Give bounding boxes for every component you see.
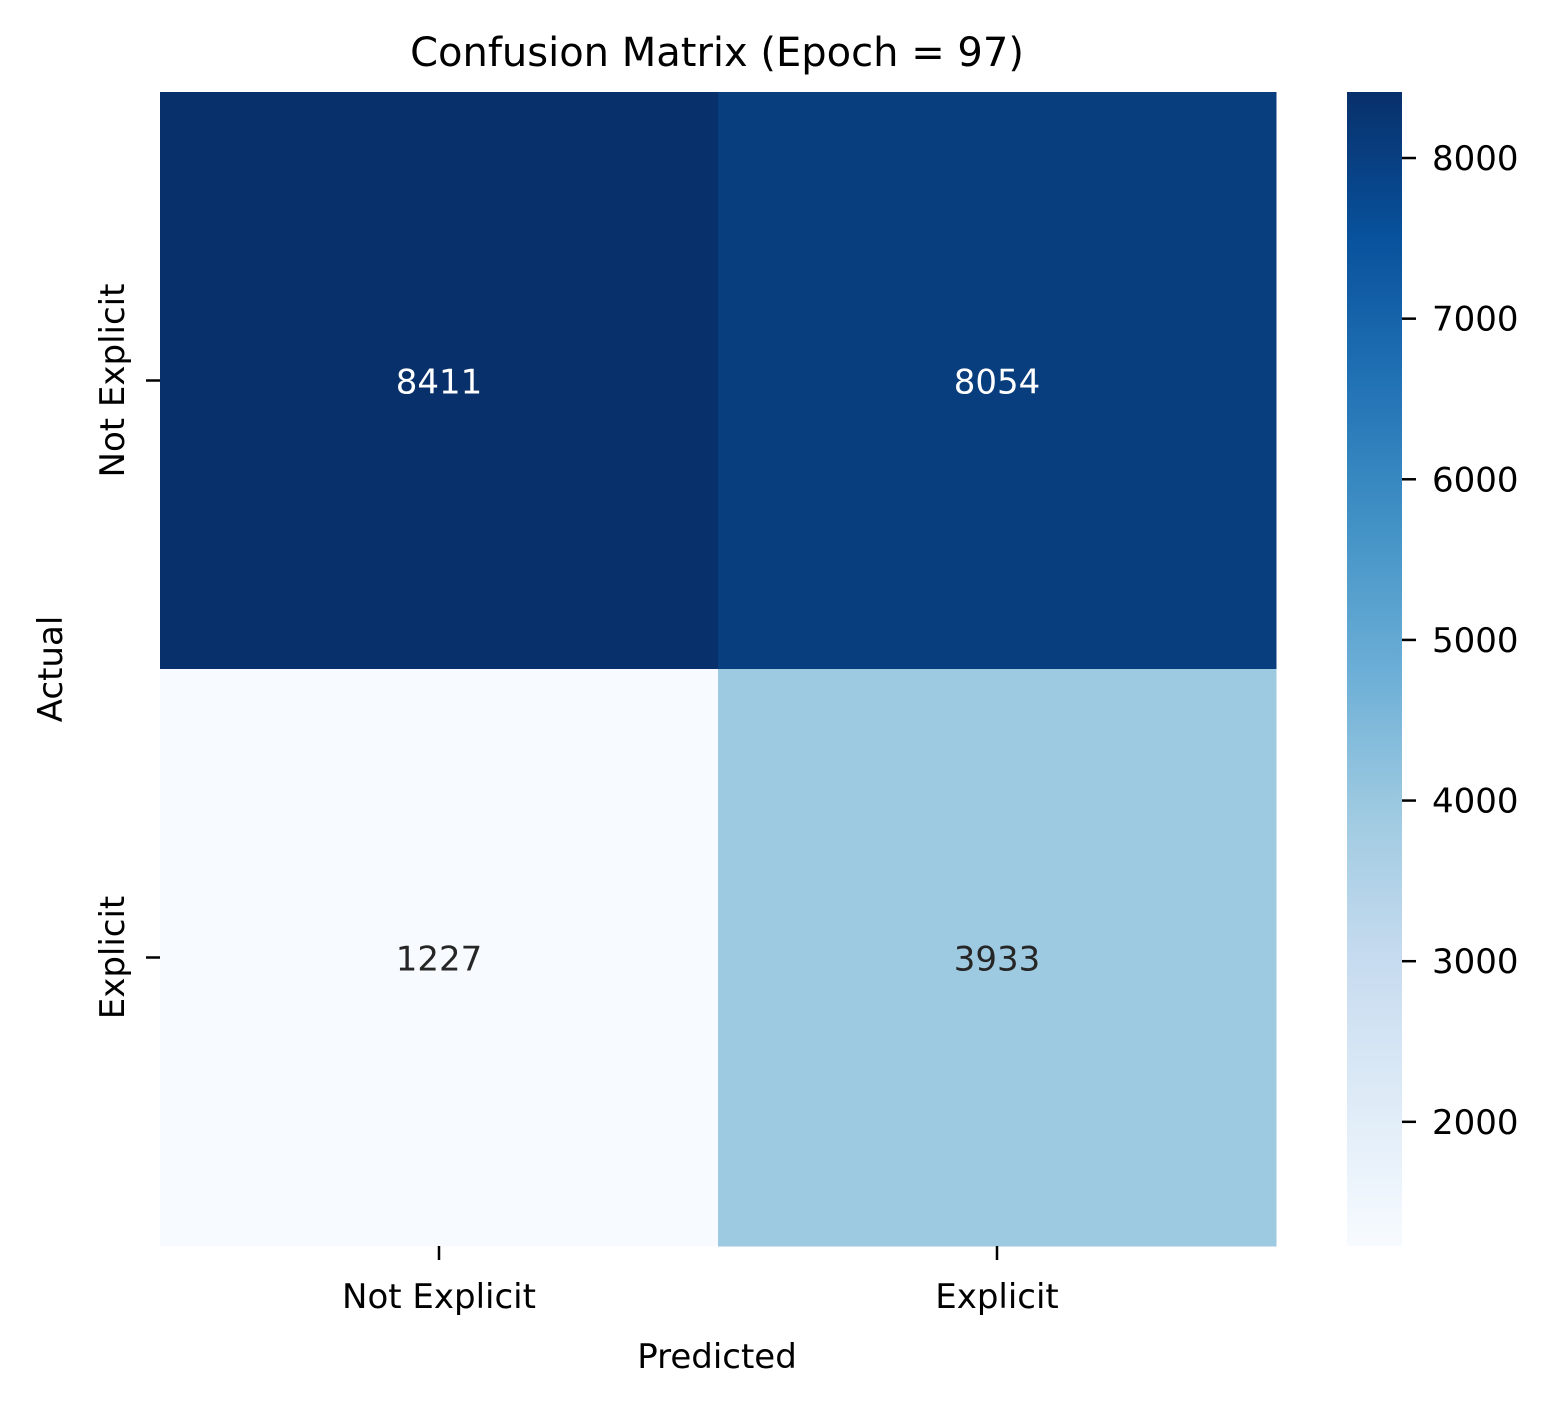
colorbar-tick-label: 7000 xyxy=(1432,300,1519,340)
heatmap-cell xyxy=(160,669,719,1247)
heatmap-cell xyxy=(718,669,1277,1247)
cell-value-label: 3933 xyxy=(954,940,1041,980)
colorbar xyxy=(1347,92,1402,1246)
colorbar-tick-label: 3000 xyxy=(1432,942,1519,982)
heatmap-cell xyxy=(160,92,719,670)
colorbar-tick-label: 2000 xyxy=(1432,1103,1519,1143)
y-tick-label: Not Explicit xyxy=(93,284,133,478)
heatmap-cell-labels: 8411 8054 1227 3933 xyxy=(396,363,1041,980)
cell-value-label: 1227 xyxy=(396,940,483,980)
y-axis: Not Explicit Explicit xyxy=(93,284,160,1020)
heatmap-cell xyxy=(718,92,1277,670)
x-tick-label: Not Explicit xyxy=(342,1277,536,1317)
heatmap-cells xyxy=(160,92,1277,1247)
cell-value-label: 8411 xyxy=(396,363,483,403)
colorbar-tick-label: 5000 xyxy=(1432,621,1519,661)
x-tick-label: Explicit xyxy=(935,1277,1059,1317)
colorbar-tick-label: 8000 xyxy=(1432,139,1519,179)
cell-value-label: 8054 xyxy=(954,363,1041,403)
x-axis: Not Explicit Explicit xyxy=(342,1246,1059,1317)
y-axis-label: Actual xyxy=(31,616,71,723)
colorbar-tick-label: 4000 xyxy=(1432,782,1519,822)
chart-title: Confusion Matrix (Epoch = 97) xyxy=(410,30,1024,76)
y-tick-label: Explicit xyxy=(93,896,133,1020)
colorbar-ticks: 2000 3000 4000 5000 6000 7000 8000 xyxy=(1402,139,1519,1143)
colorbar-tick-label: 6000 xyxy=(1432,460,1519,500)
x-axis-label: Predicted xyxy=(637,1337,797,1377)
